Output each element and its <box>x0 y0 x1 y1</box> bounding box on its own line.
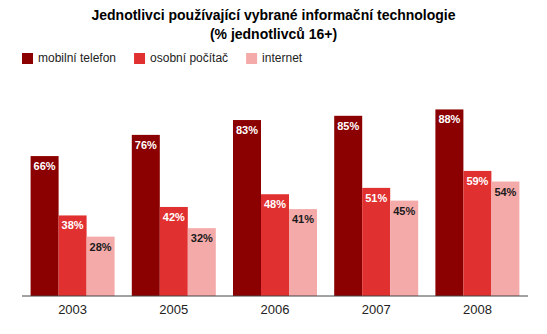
x-axis: 2003 2005 2006 2007 2008 <box>22 296 528 317</box>
bar <box>132 135 160 296</box>
data-label: 66% <box>34 160 56 172</box>
data-label: 28% <box>90 241 112 253</box>
bar <box>463 171 491 296</box>
legend-swatch <box>22 53 33 64</box>
bar <box>233 120 261 296</box>
bar <box>491 182 519 296</box>
bar <box>289 209 317 296</box>
data-label: 83% <box>236 124 258 136</box>
subtitle: (% jednotlivců 16+) <box>210 26 337 42</box>
data-label: 76% <box>135 139 157 151</box>
bar <box>87 237 115 296</box>
legend-item: osobní počítač <box>134 51 228 65</box>
legend-swatch <box>246 53 257 64</box>
bar <box>334 116 362 296</box>
legend-item: mobilní telefon <box>22 51 116 65</box>
bar <box>390 201 418 296</box>
bar <box>261 194 289 296</box>
data-labels: 66% 76% 83% 85% 88% 38% 42% 48% 51% 59% 28% 32% 41% 4… <box>34 113 517 252</box>
data-label: 48% <box>264 198 286 210</box>
data-label: 59% <box>466 175 488 187</box>
legend-label: internet <box>262 51 303 65</box>
x-axis-line <box>22 296 528 297</box>
bar <box>31 156 59 296</box>
bar <box>188 228 216 296</box>
bar <box>160 207 188 296</box>
legend-label: osobní počítač <box>150 51 228 65</box>
chart-svg: Jednotlivci používající vybrané informač… <box>0 0 547 334</box>
x-tick-label: 2008 <box>463 302 492 317</box>
x-tick-label: 2005 <box>159 302 188 317</box>
legend-item: internet <box>246 51 303 65</box>
data-label: 38% <box>62 219 84 231</box>
x-tick-label: 2003 <box>58 302 87 317</box>
x-tick-label: 2006 <box>261 302 290 317</box>
title: Jednotlivci používající vybrané informač… <box>91 7 455 23</box>
bar <box>362 188 390 296</box>
data-label: 42% <box>163 211 185 223</box>
legend-label: mobilní telefon <box>38 51 116 65</box>
data-label: 51% <box>365 192 387 204</box>
legend: mobilní telefon osobní počítač internet <box>22 51 303 65</box>
bar <box>435 109 463 296</box>
data-label: 41% <box>292 213 314 225</box>
data-label: 54% <box>494 186 516 198</box>
x-tick-label: 2007 <box>362 302 391 317</box>
bars <box>31 109 520 296</box>
chart-container: Jednotlivci používající vybrané informač… <box>0 0 547 334</box>
bar <box>59 215 87 296</box>
data-label: 32% <box>191 232 213 244</box>
legend-swatch <box>134 53 145 64</box>
data-label: 45% <box>393 205 415 217</box>
data-label: 88% <box>438 113 460 125</box>
data-label: 85% <box>337 120 359 132</box>
